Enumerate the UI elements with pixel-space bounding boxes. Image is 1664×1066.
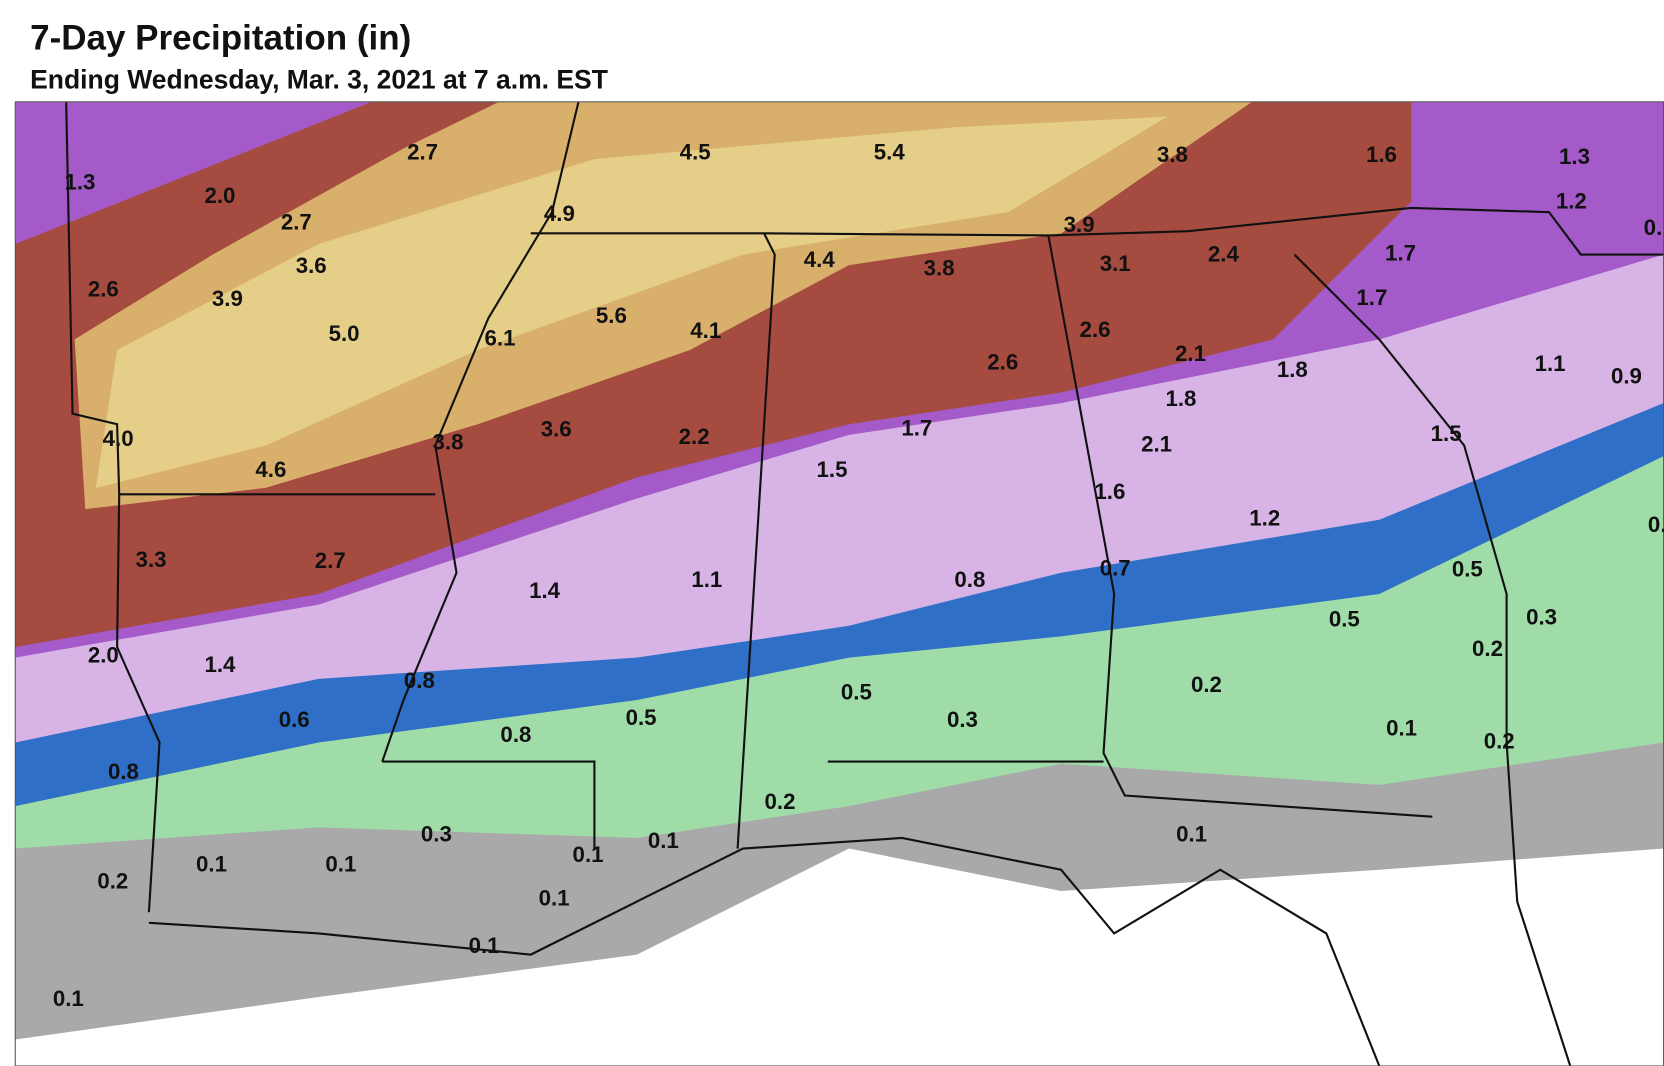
precip-label: 1.2 [1556, 188, 1587, 213]
precip-label: 0.2 [97, 868, 128, 893]
precip-label: 0.5 [1452, 557, 1483, 582]
precip-label: 3.8 [433, 429, 464, 454]
precip-label: 4.1 [690, 318, 721, 343]
precip-label: 0. [1644, 215, 1663, 240]
precip-label: 0.1 [196, 851, 227, 876]
value-labels: 1.3 2.7 4.5 5.4 3.8 1.6 1.3 2.0 1.2 4.9 2.7 3.9 4.4 3… [53, 140, 1664, 1011]
precip-label: 0.1 [539, 885, 570, 910]
precip-label: 0.1 [573, 842, 604, 867]
precip-label: 2.2 [679, 424, 710, 449]
precip-label: 4.5 [680, 140, 711, 165]
precip-label: 2.1 [1175, 341, 1206, 366]
precip-label: 3.9 [1064, 212, 1095, 237]
precip-label: 0.8 [500, 722, 531, 747]
precip-label: 0.2 [1484, 728, 1515, 753]
precip-label: 4.0 [103, 426, 134, 451]
precip-label: 1.6 [1366, 142, 1397, 167]
precip-label: 1.8 [1165, 386, 1196, 411]
precip-label: 0.5 [626, 705, 657, 730]
precip-label: 0.3 [421, 822, 452, 847]
precip-label: 3.8 [1157, 142, 1188, 167]
precip-label: 4.4 [804, 247, 836, 272]
precip-label: 2.6 [1080, 317, 1111, 342]
precip-label: 0.2 [1472, 636, 1503, 661]
precip-label: 0.2 [765, 789, 796, 814]
precip-label: 1.4 [529, 578, 561, 603]
precip-label: 2.7 [281, 210, 312, 235]
precip-label: 0.7 [1100, 555, 1131, 580]
precip-label: 0.8 [404, 668, 435, 693]
precip-label: 0.1 [648, 828, 679, 853]
precip-label: 2.6 [88, 277, 119, 302]
precip-label: 2.4 [1208, 242, 1240, 267]
precip-label: 5.4 [874, 140, 906, 165]
precip-label: 3.1 [1100, 251, 1131, 276]
precip-label: 3.3 [136, 547, 167, 572]
precip-label: 0.8 [108, 759, 139, 784]
precip-label: 1.7 [1356, 285, 1387, 310]
precip-label: 0.1 [1386, 716, 1417, 741]
precip-label: 2.0 [88, 642, 119, 667]
precip-label: 3.9 [212, 286, 243, 311]
precip-label: 1.1 [1535, 351, 1566, 376]
precip-label: 0.1 [325, 851, 356, 876]
precip-label: 2.1 [1141, 431, 1172, 456]
precip-label: 1.5 [1431, 421, 1462, 446]
precip-label: 0.8 [954, 567, 985, 592]
precip-label: 5.6 [596, 303, 627, 328]
precip-label: 3.8 [924, 255, 955, 280]
precip-label: 2.0 [205, 183, 236, 208]
precip-label: 3.6 [541, 417, 572, 442]
state-borders [65, 101, 1664, 1066]
title: 7-Day Precipitation (in) [30, 19, 411, 58]
precip-label: 1.1 [691, 567, 722, 592]
precip-label: 1.7 [1385, 240, 1416, 265]
precip-label: 5.0 [329, 321, 360, 346]
precip-label: 0.9 [1611, 363, 1642, 388]
precip-label: 0.5 [841, 680, 872, 705]
precip-label: 2.7 [407, 140, 438, 165]
precip-label: 1.3 [1559, 144, 1590, 169]
precip-label: 4.9 [544, 201, 575, 226]
precip-label: 1.7 [901, 415, 932, 440]
precip-label: 0.1 [469, 933, 500, 958]
precip-label: 0.3 [1526, 604, 1557, 629]
precip-label: 4.6 [255, 457, 286, 482]
precip-label: 2.7 [315, 548, 346, 573]
precip-label: 1.6 [1094, 479, 1125, 504]
subtitle: Ending Wednesday, Mar. 3, 2021 at 7 a.m.… [30, 65, 608, 95]
precip-label: 0.6 [279, 707, 310, 732]
precip-label: 0.3 [947, 707, 978, 732]
precip-label: 0.1 [53, 986, 84, 1011]
precip-label: 1.3 [64, 169, 95, 194]
precip-label: 3.6 [296, 253, 327, 278]
precip-label: 1.2 [1249, 506, 1280, 531]
precip-label: 0.1 [1176, 822, 1207, 847]
precip-label: 1.4 [205, 652, 237, 677]
band-yellow [95, 116, 1168, 488]
precip-label: 6.1 [485, 325, 516, 350]
precip-label: 1.8 [1277, 357, 1308, 382]
precip-label: 2.6 [987, 350, 1018, 375]
precip-label: 1.5 [817, 457, 848, 482]
precip-label: 0.2 [1191, 672, 1222, 697]
precip-label: 0. [1648, 512, 1664, 537]
precip-field [15, 101, 1664, 1066]
precip-label: 0.5 [1329, 606, 1360, 631]
